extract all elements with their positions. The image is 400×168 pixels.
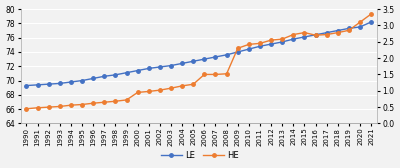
LE <box>24 85 29 87</box>
HE <box>224 73 229 75</box>
HE <box>346 29 351 31</box>
HE <box>369 13 374 15</box>
LE <box>180 62 184 64</box>
HE <box>213 73 218 75</box>
LE <box>358 26 362 28</box>
LE <box>169 65 174 67</box>
LE <box>124 72 129 74</box>
HE <box>180 85 184 87</box>
HE <box>169 87 174 89</box>
LE <box>113 74 118 76</box>
LE <box>258 45 262 47</box>
Line: LE: LE <box>25 20 373 87</box>
LE <box>146 67 151 69</box>
HE <box>358 21 362 23</box>
HE <box>68 104 73 106</box>
LE <box>346 27 351 29</box>
Legend: LE, HE: LE, HE <box>158 148 242 164</box>
Line: HE: HE <box>25 12 373 111</box>
HE <box>91 102 96 104</box>
HE <box>324 34 329 36</box>
HE <box>313 34 318 36</box>
LE <box>35 84 40 86</box>
LE <box>158 66 162 68</box>
LE <box>68 81 73 83</box>
HE <box>246 43 251 45</box>
LE <box>324 32 329 34</box>
LE <box>46 83 51 85</box>
HE <box>291 34 296 36</box>
HE <box>113 100 118 102</box>
HE <box>302 32 307 34</box>
HE <box>191 83 196 85</box>
LE <box>224 54 229 56</box>
LE <box>336 30 340 32</box>
HE <box>57 106 62 108</box>
LE <box>235 51 240 53</box>
LE <box>213 56 218 58</box>
HE <box>135 91 140 93</box>
HE <box>202 73 207 75</box>
LE <box>202 58 207 60</box>
HE <box>158 89 162 91</box>
HE <box>46 106 51 108</box>
HE <box>80 103 84 106</box>
LE <box>80 80 84 82</box>
HE <box>102 101 107 103</box>
HE <box>269 39 274 41</box>
HE <box>146 90 151 92</box>
LE <box>291 38 296 40</box>
HE <box>336 32 340 34</box>
LE <box>369 21 374 23</box>
LE <box>102 75 107 77</box>
LE <box>191 60 196 62</box>
HE <box>235 47 240 49</box>
LE <box>269 43 274 45</box>
LE <box>313 34 318 36</box>
LE <box>57 82 62 85</box>
HE <box>35 107 40 109</box>
LE <box>91 77 96 79</box>
HE <box>24 108 29 110</box>
HE <box>280 38 285 40</box>
HE <box>258 42 262 44</box>
LE <box>280 41 285 43</box>
HE <box>124 99 129 101</box>
LE <box>135 70 140 72</box>
LE <box>246 48 251 50</box>
LE <box>302 36 307 38</box>
